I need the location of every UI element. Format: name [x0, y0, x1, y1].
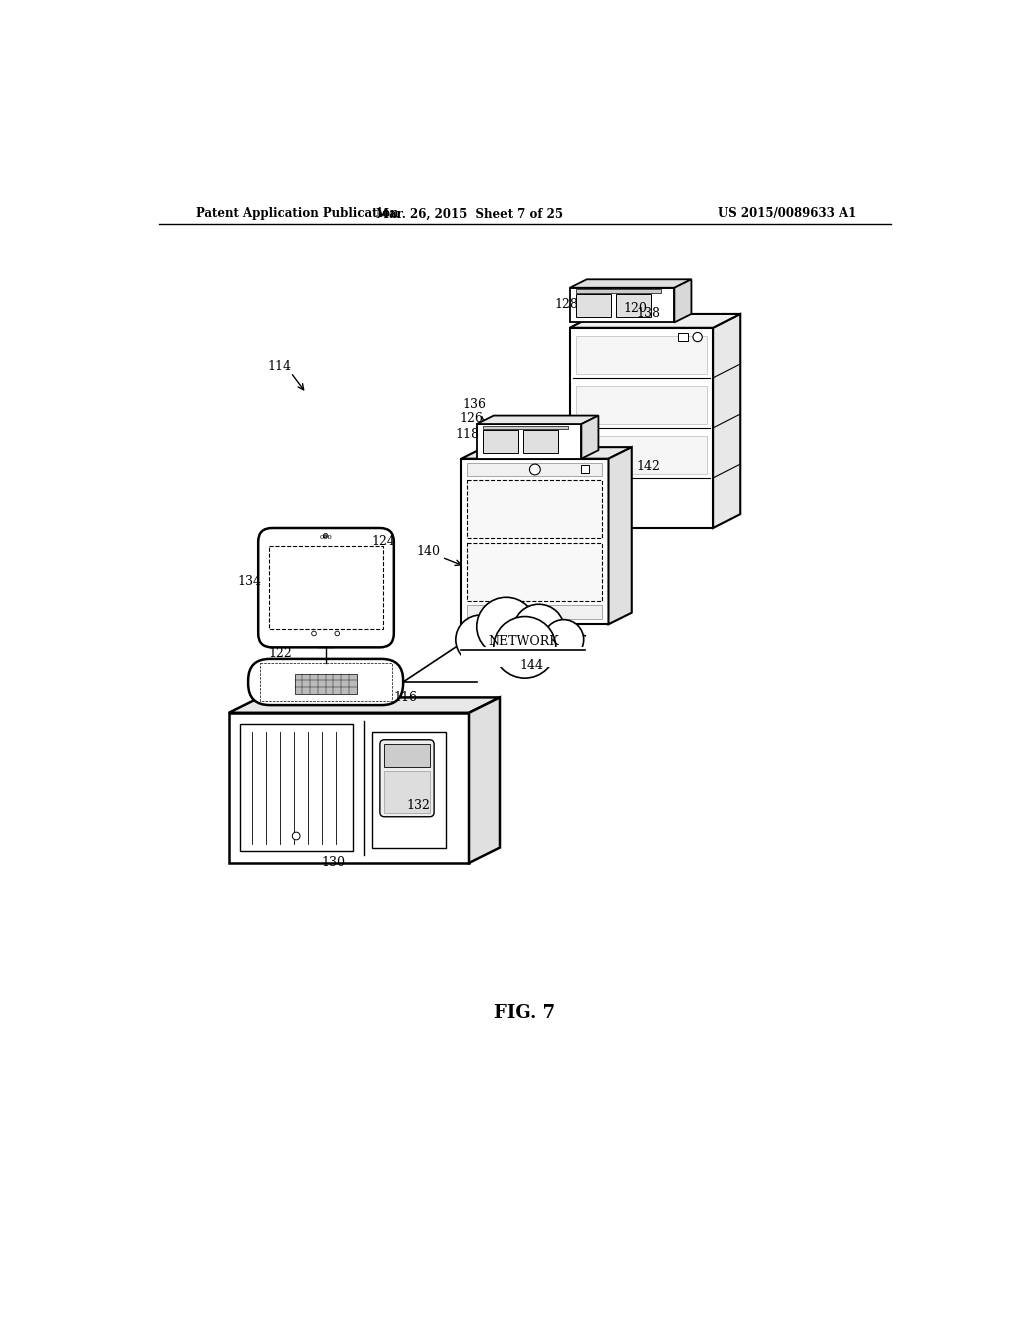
Polygon shape — [228, 697, 500, 713]
Bar — [295, 675, 356, 693]
Text: NETWORK: NETWORK — [487, 635, 559, 648]
Text: 124: 124 — [372, 536, 395, 548]
Bar — [483, 430, 518, 453]
Bar — [461, 459, 608, 624]
Text: 128: 128 — [554, 298, 578, 312]
Bar — [477, 424, 582, 459]
Circle shape — [494, 616, 556, 678]
Bar — [467, 544, 602, 601]
Circle shape — [456, 615, 506, 664]
Bar — [575, 335, 707, 374]
Circle shape — [324, 533, 328, 539]
Bar — [467, 462, 602, 477]
Text: 118: 118 — [456, 428, 479, 441]
Bar — [461, 647, 586, 667]
Bar — [575, 289, 662, 293]
Polygon shape — [477, 416, 598, 424]
Bar — [269, 546, 383, 628]
Text: Mar. 26, 2015  Sheet 7 of 25: Mar. 26, 2015 Sheet 7 of 25 — [376, 207, 562, 220]
Bar — [616, 294, 651, 317]
Text: 126: 126 — [460, 412, 483, 425]
Circle shape — [292, 832, 300, 840]
Circle shape — [477, 597, 536, 656]
Bar — [260, 663, 391, 701]
Text: 140: 140 — [417, 545, 440, 557]
Bar — [582, 465, 589, 473]
Bar — [384, 743, 430, 767]
Polygon shape — [469, 697, 500, 863]
Bar — [467, 605, 602, 619]
FancyBboxPatch shape — [380, 739, 434, 817]
Bar — [575, 294, 611, 317]
Circle shape — [693, 333, 702, 342]
Bar — [575, 436, 707, 474]
Text: 130: 130 — [322, 857, 345, 870]
Text: 136: 136 — [463, 399, 486, 412]
Polygon shape — [675, 280, 691, 322]
Bar — [569, 327, 713, 528]
Text: ooo: ooo — [319, 533, 332, 541]
Text: 144: 144 — [519, 659, 543, 672]
Text: 122: 122 — [268, 647, 293, 660]
Bar — [228, 713, 469, 863]
FancyBboxPatch shape — [258, 528, 394, 647]
Bar — [372, 733, 445, 847]
Bar — [678, 333, 687, 341]
Polygon shape — [608, 447, 632, 624]
Bar — [384, 771, 430, 813]
Bar — [575, 385, 707, 424]
Bar — [483, 425, 568, 429]
FancyBboxPatch shape — [248, 659, 403, 705]
Polygon shape — [713, 314, 740, 528]
Text: US 2015/0089633 A1: US 2015/0089633 A1 — [718, 207, 856, 220]
Circle shape — [311, 631, 316, 636]
Bar — [569, 288, 675, 322]
Polygon shape — [461, 447, 632, 459]
Polygon shape — [569, 280, 691, 288]
Circle shape — [335, 631, 340, 636]
Circle shape — [544, 619, 584, 660]
Text: 116: 116 — [393, 690, 418, 704]
Text: 114: 114 — [267, 360, 291, 372]
Bar — [241, 725, 352, 851]
Text: Patent Application Publication: Patent Application Publication — [197, 207, 398, 220]
Polygon shape — [582, 416, 598, 459]
Bar — [523, 430, 558, 453]
Text: 134: 134 — [238, 576, 262, 589]
Text: 142: 142 — [637, 459, 660, 473]
Text: 120: 120 — [624, 302, 647, 315]
Text: 138: 138 — [637, 308, 660, 321]
Text: 132: 132 — [407, 799, 430, 812]
Bar — [467, 480, 602, 539]
Polygon shape — [569, 314, 740, 327]
Circle shape — [513, 605, 564, 655]
Circle shape — [529, 465, 541, 475]
Text: FIG. 7: FIG. 7 — [495, 1005, 555, 1022]
